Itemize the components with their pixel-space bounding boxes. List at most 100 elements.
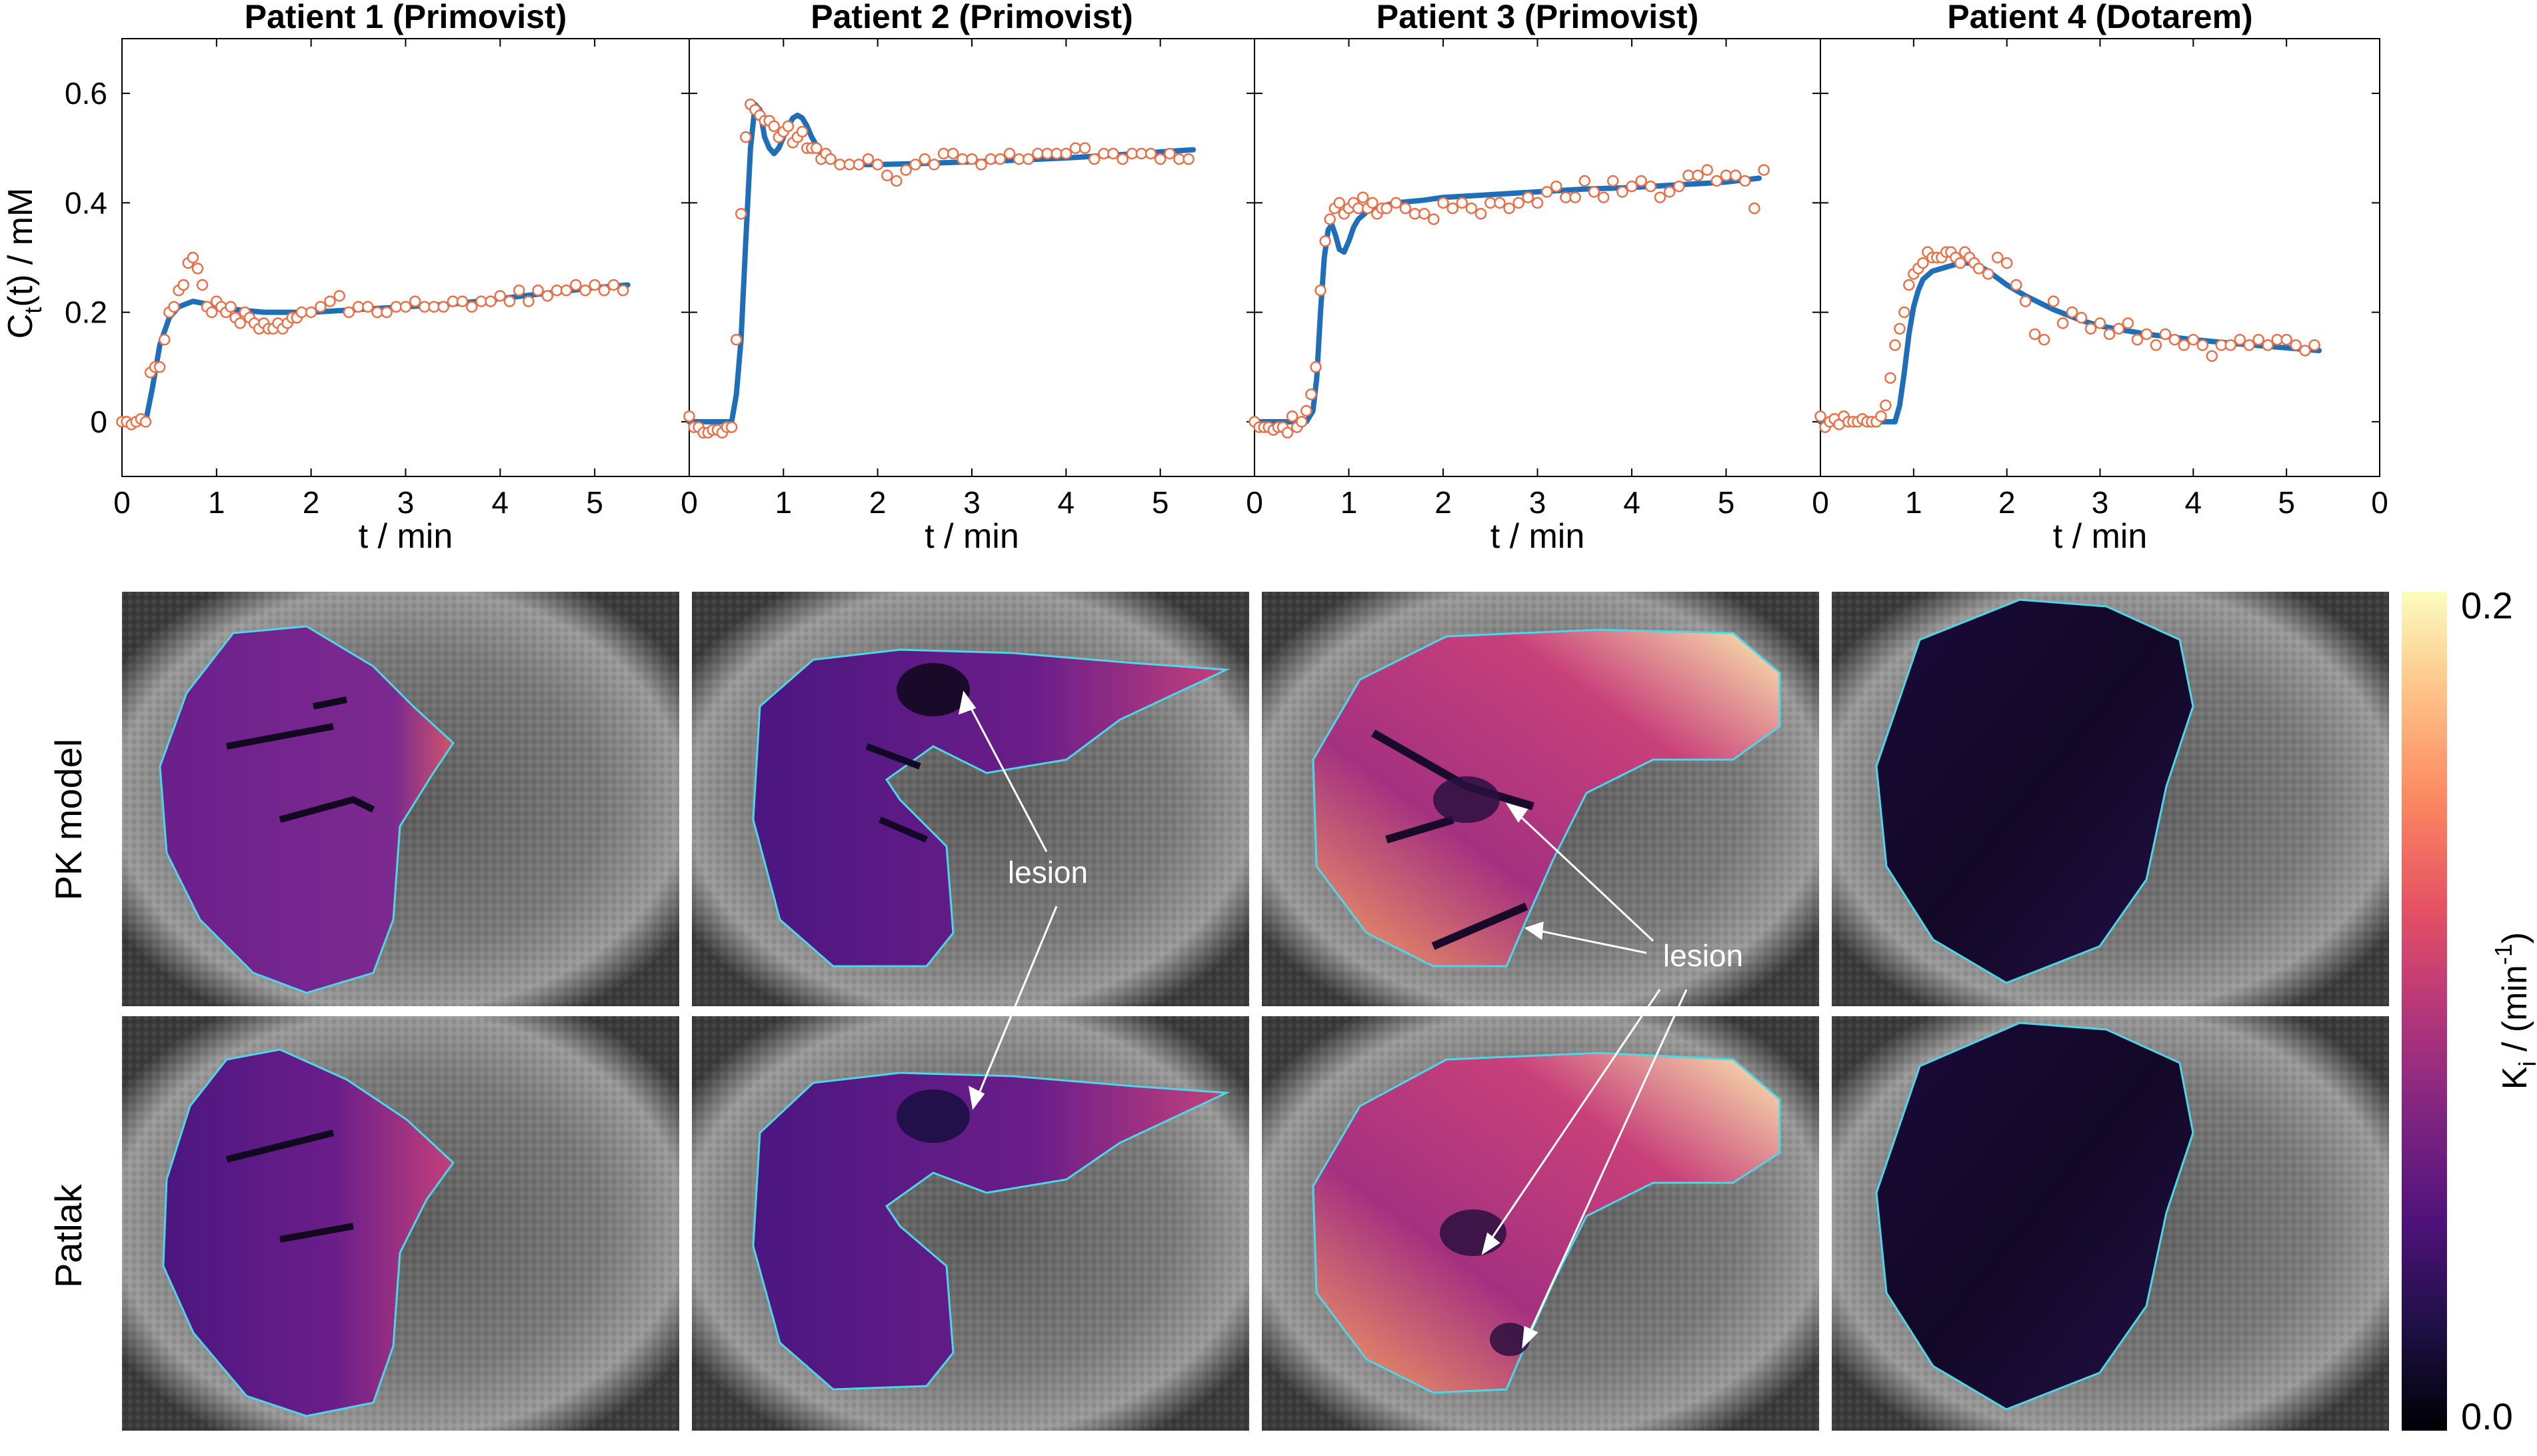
data-marker [1494, 197, 1506, 209]
data-marker [2056, 317, 2069, 329]
data-marker [513, 285, 525, 297]
data-marker [2308, 339, 2320, 351]
x-tick-label: 3 [2092, 485, 2109, 520]
data-marker [1484, 197, 1496, 209]
plot-panel-2: Patient 2 (Primovist) 0 1 2 3 4 5 t / min [681, 0, 1255, 556]
data-marker [1154, 153, 1167, 165]
x-tick-label: 3 [1529, 485, 1546, 520]
data-marker [2131, 333, 2144, 346]
data-marker [1982, 268, 1994, 280]
ylabel-rest: (t) / mM [1, 188, 40, 307]
data-marker [315, 301, 327, 313]
colorbar-label: Ki / (min-1) [2490, 932, 2537, 1090]
data-marker [2140, 328, 2153, 341]
data-marker [1880, 399, 1892, 411]
data-marker [447, 295, 459, 307]
data-marker [381, 306, 393, 319]
data-marker [139, 416, 152, 428]
data-marker [1710, 175, 1723, 187]
data-marker [570, 279, 582, 291]
data-marker [305, 306, 317, 319]
data-marker [1051, 147, 1063, 160]
ylabel-sub: t [19, 307, 47, 314]
data-marker [1644, 180, 1657, 193]
data-marker [1663, 186, 1676, 198]
data-marker [735, 208, 747, 220]
data-marker [843, 159, 856, 171]
data-marker [1060, 147, 1073, 160]
data-marker [1164, 147, 1176, 160]
x-tick-label: 2 [1998, 485, 2016, 520]
data-marker [782, 120, 795, 133]
data-marker [1540, 186, 1553, 198]
plot-frame [121, 38, 690, 477]
data-marker [825, 153, 837, 165]
data-marker [1560, 191, 1572, 203]
y-tick-label: 0.4 [65, 185, 107, 220]
data-marker [1456, 197, 1468, 209]
data-marker [1183, 153, 1195, 165]
y-tick-label: 0.2 [65, 295, 107, 330]
map-panel-patlak-patient4 [1832, 1016, 2389, 1431]
data-marker [1550, 180, 1562, 193]
data-marker [1173, 153, 1185, 165]
data-marker [1428, 213, 1440, 225]
data-marker [1531, 197, 1544, 209]
data-marker [725, 421, 738, 433]
data-marker [409, 295, 421, 307]
x-tick-label: 0 [681, 485, 698, 520]
svg-text:Ki / (min-1): Ki / (min-1) [2490, 932, 2537, 1090]
data-marker [523, 295, 535, 307]
data-marker [399, 301, 412, 313]
x-tick-label: 5 [1718, 485, 1735, 520]
data-marker [1356, 191, 1369, 203]
data-marker [1399, 202, 1412, 215]
data-marker [1474, 208, 1487, 220]
data-marker [437, 301, 449, 313]
data-marker [2280, 333, 2292, 346]
data-marker [1578, 175, 1591, 187]
data-marker [1032, 147, 1044, 160]
data-marker [1626, 180, 1638, 193]
data-marker [994, 153, 1007, 165]
data-marker [503, 295, 516, 307]
data-marker [1145, 147, 1157, 160]
data-marker [1875, 410, 1887, 422]
data-marker [1616, 186, 1628, 198]
data-marker [1314, 285, 1326, 297]
data-marker [1366, 197, 1378, 209]
data-marker [2262, 339, 2274, 351]
x-tick-label: 0 [1246, 485, 1263, 520]
data-marker [2234, 333, 2246, 346]
data-marker [2224, 339, 2237, 351]
data-marker [891, 175, 903, 187]
colorbar [2402, 592, 2447, 1431]
plot-title: Patient 1 (Primovist) [245, 0, 567, 35]
data-marker [532, 285, 544, 297]
lesion-label-patient2: lesion [1008, 855, 1088, 890]
data-marker [617, 285, 629, 297]
lesion-annotations [959, 690, 1688, 1349]
data-marker [937, 147, 950, 160]
x-tick-label: 1 [208, 485, 225, 520]
data-marker [485, 295, 497, 307]
x-tick-label: 5 [2278, 485, 2295, 520]
map-panel-pk-patient4 [1832, 592, 2389, 1006]
data-marker [371, 306, 383, 319]
x-tick-label: 2 [303, 485, 320, 520]
data-marker [579, 285, 591, 297]
x-tick-label: 1 [1340, 485, 1358, 520]
data-marker [187, 251, 199, 264]
data-marker [1692, 169, 1704, 182]
data-marker [768, 120, 780, 133]
data-marker [1437, 197, 1449, 209]
data-marker [2028, 328, 2041, 341]
data-marker [343, 306, 355, 319]
data-marker [1972, 263, 1985, 275]
data-marker [560, 285, 573, 297]
data-marker [2038, 333, 2050, 346]
y-tick-label: 0.6 [65, 76, 107, 111]
data-marker [352, 301, 365, 313]
data-marker [1390, 197, 1402, 209]
x-tick-label: 4 [492, 485, 509, 520]
